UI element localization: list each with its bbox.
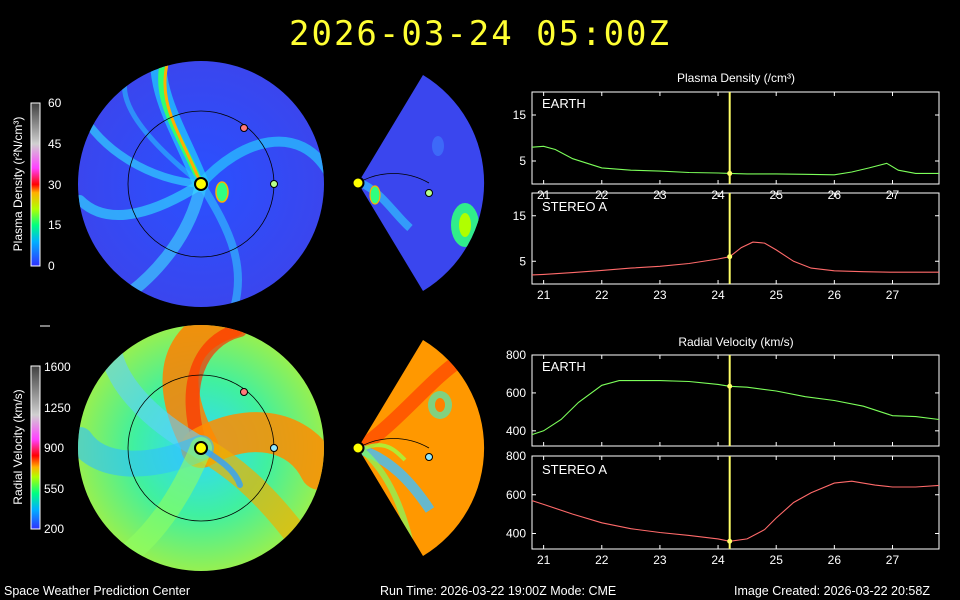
sun-marker <box>194 177 208 191</box>
velocity-tick: 550 <box>44 482 64 496</box>
velocity-earth-panel: EARTH 800 600 400 <box>506 348 940 447</box>
panel-frame <box>531 455 940 550</box>
density-colorbar-label: Plasma Density (r²N/cm³) <box>11 117 25 252</box>
earth-marker <box>270 444 278 452</box>
density-colorbar-scale <box>30 102 41 267</box>
current-time-point <box>727 170 733 176</box>
earth-marker <box>425 453 433 461</box>
x-tick-label: 24 <box>711 288 725 302</box>
page-title: 2026-03-24 05:00Z <box>289 14 671 54</box>
density-chart-title: Plasma Density (/cm³) <box>677 71 795 85</box>
x-tick-label: 26 <box>828 288 842 302</box>
density-tick: 60 <box>48 96 62 110</box>
panel-label: EARTH <box>542 359 586 374</box>
velocity-tick: 1600 <box>44 360 71 374</box>
x-tick-label: 23 <box>653 553 667 567</box>
current-time-point <box>727 254 733 260</box>
x-tick-label: 22 <box>595 553 609 567</box>
current-time-point <box>727 383 733 389</box>
series-line <box>531 480 940 542</box>
velocity-stereo-panel: STEREO A 800 600 400 21 22 23 24 25 26 27 <box>506 449 940 567</box>
x-tick-label: 27 <box>886 288 900 302</box>
panel-frame <box>531 91 940 185</box>
velocity-chart-title: Radial Velocity (km/s) <box>678 335 793 349</box>
velocity-wedge <box>358 340 485 556</box>
velocity-tick: 900 <box>44 441 64 455</box>
panel-label: STEREO A <box>542 199 607 214</box>
y-tick-label: 5 <box>519 254 526 268</box>
y-tick-label: 400 <box>506 527 526 541</box>
y-tick-label: 800 <box>506 348 526 362</box>
density-stereo-panel: STEREO A 15 5 21 22 23 24 25 26 27 <box>513 192 940 302</box>
y-tick-label: 15 <box>513 209 527 223</box>
current-time-point <box>727 538 733 544</box>
sun-marker <box>351 441 365 455</box>
footer-organization: Space Weather Prediction Center <box>4 584 190 598</box>
panel-frame <box>531 192 940 285</box>
y-tick-label: 800 <box>506 449 526 463</box>
series-line <box>531 380 940 436</box>
earth-marker <box>425 189 433 197</box>
x-tick-label: 21 <box>537 553 551 567</box>
velocity-tick: 1250 <box>44 401 71 415</box>
density-tick: 30 <box>48 178 62 192</box>
density-ecliptic-view <box>78 61 324 307</box>
velocity-colorbar: Radial Velocity (km/s) 1600 1250 900 550… <box>11 360 71 536</box>
density-tick: 45 <box>48 137 62 151</box>
footer-image-created: Image Created: 2026-03-22 20:58Z <box>734 584 930 598</box>
density-wedge <box>358 75 485 291</box>
density-colorbar: Plasma Density (r²N/cm³) 60 45 30 15 0 <box>11 96 62 273</box>
velocity-meridional-view <box>351 340 485 556</box>
series-line <box>531 241 939 276</box>
earth-marker <box>270 180 278 188</box>
x-tick-label: 21 <box>537 288 551 302</box>
x-tick-label: 23 <box>653 288 667 302</box>
series-line <box>531 145 939 176</box>
y-tick-label: 5 <box>519 154 526 168</box>
velocity-colorbar-label: Radial Velocity (km/s) <box>11 389 25 504</box>
x-tick-label: 27 <box>886 553 900 567</box>
x-tick-label: 25 <box>770 553 784 567</box>
sun-marker <box>194 441 208 455</box>
x-tick-label: 25 <box>770 288 784 302</box>
sun-marker <box>351 176 365 190</box>
density-tick: 0 <box>48 259 55 273</box>
y-tick-label: 600 <box>506 488 526 502</box>
density-meridional-view <box>351 75 485 291</box>
x-tick-label: 26 <box>828 553 842 567</box>
y-tick-label: 15 <box>513 108 527 122</box>
panel-label: STEREO A <box>542 462 607 477</box>
panel-label: EARTH <box>542 96 586 111</box>
x-tick-label: 22 <box>595 288 609 302</box>
stereo-a-marker <box>240 388 248 396</box>
stereo-a-marker <box>240 124 248 132</box>
velocity-tick: 200 <box>44 522 64 536</box>
y-tick-label: 600 <box>506 386 526 400</box>
velocity-colorbar-scale <box>30 365 41 530</box>
density-tick: 15 <box>48 218 62 232</box>
x-tick-label: 24 <box>711 553 725 567</box>
velocity-ecliptic-view <box>78 325 324 571</box>
footer-run-time: Run Time: 2026-03-22 19:00Z Mode: CME <box>380 584 617 598</box>
y-tick-label: 400 <box>506 424 526 438</box>
panel-frame <box>531 354 940 447</box>
